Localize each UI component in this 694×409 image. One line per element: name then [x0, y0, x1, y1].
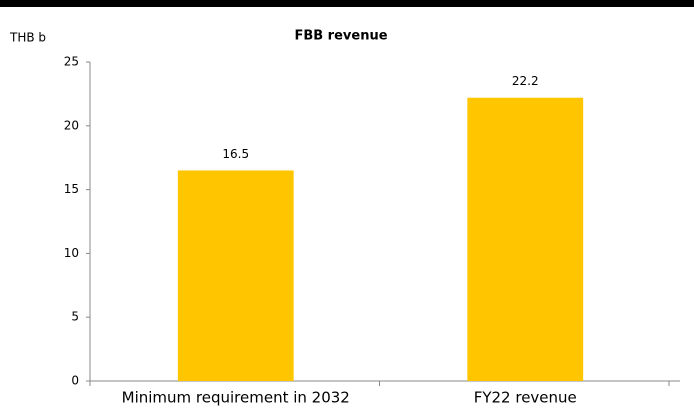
x-tick-label: FY22 revenue	[474, 389, 577, 407]
y-tick-label: 5	[71, 310, 79, 324]
y-axis-label: THB b	[9, 31, 46, 45]
bar	[177, 170, 294, 381]
top-rule	[0, 0, 694, 7]
y-tick-label: 25	[64, 55, 79, 69]
y-tick-label: 15	[64, 182, 79, 196]
y-tick-label: 10	[64, 246, 79, 260]
x-tick-label: Minimum requirement in 2032	[122, 389, 350, 407]
value-label: 22.2	[512, 74, 539, 88]
y-tick-label: 20	[64, 118, 79, 132]
chart-title: FBB revenue	[294, 29, 387, 44]
y-tick-label: 0	[71, 374, 79, 388]
value-label: 16.5	[222, 147, 249, 161]
bar	[467, 97, 584, 381]
